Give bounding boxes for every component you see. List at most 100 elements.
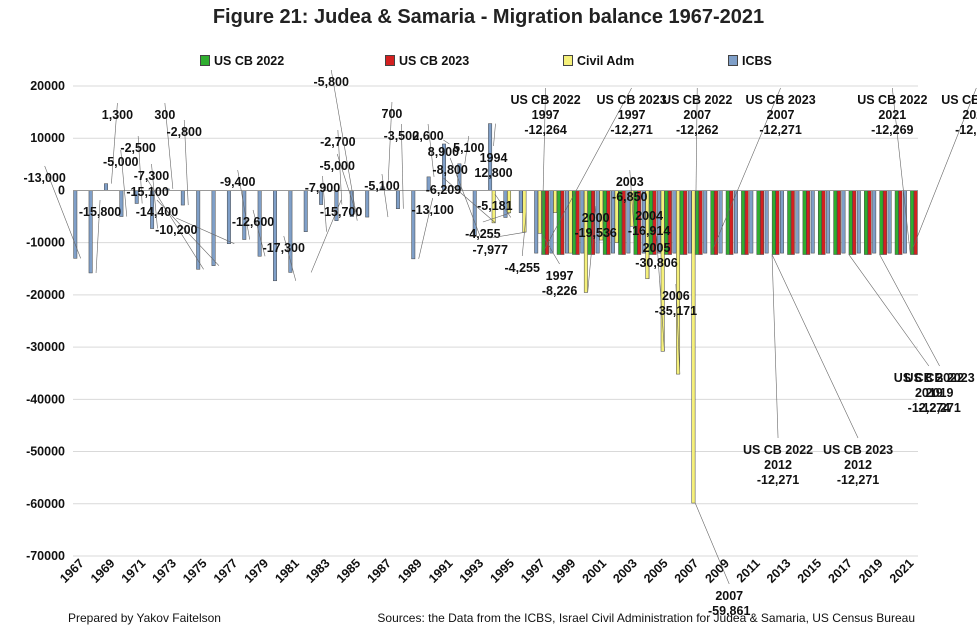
data-label: 5,100 — [453, 141, 484, 155]
annotation-leader — [151, 163, 158, 229]
bar-civil-adm-1996 — [522, 190, 527, 233]
data-label: -12,271 — [837, 473, 879, 487]
x-tick-label: 2019 — [856, 556, 886, 586]
x-tick-label: 1993 — [457, 556, 487, 586]
data-label: -15,700 — [320, 205, 362, 219]
data-label: -12,271 — [610, 123, 652, 137]
data-label: -12,271 — [918, 401, 960, 415]
bar-icbs-1989 — [411, 190, 416, 260]
legend-label-civil-adm: Civil Adm — [577, 54, 635, 68]
bar-icbs-2017 — [841, 190, 846, 254]
y-tick-label: 10000 — [30, 131, 65, 145]
bar-icbs-1999 — [564, 190, 569, 254]
data-label: -12,271 — [757, 473, 799, 487]
annotation-leader — [848, 254, 930, 367]
annotation-leader — [694, 502, 730, 585]
data-label: -15,800 — [79, 205, 121, 219]
bar-icbs-1980 — [273, 190, 277, 282]
bar-us-cb-2023-2012 — [775, 190, 780, 255]
bar-icbs-1982 — [303, 190, 308, 232]
data-label: -5,000 — [320, 159, 355, 173]
bar-us-cb-2023-2020 — [898, 190, 903, 255]
data-label: 2019 — [915, 386, 943, 400]
data-label: 2004 — [635, 209, 663, 223]
data-label: US CB 2022 — [510, 93, 580, 107]
y-tick-label: -70000 — [26, 549, 65, 563]
bar-us-cb-2023-2019 — [883, 190, 887, 255]
annotation-leader — [541, 87, 546, 255]
data-label: 2021 — [962, 108, 977, 122]
bar-us-cb-2023-2021 — [913, 190, 918, 255]
bar-icbs-2012 — [764, 190, 769, 254]
bar-us-cb-2022-2009 — [725, 190, 730, 255]
bar-us-cb-2022-2015 — [817, 190, 822, 255]
x-tick-label: 2003 — [610, 556, 640, 586]
annotation-leader — [541, 87, 632, 255]
annotation-leader — [892, 87, 911, 255]
data-label: US CB 2023 — [941, 93, 977, 107]
x-tick-label: 2009 — [703, 556, 733, 586]
bar-icbs-1988 — [395, 190, 400, 209]
annotation-leader — [910, 87, 977, 255]
annotation-leader — [137, 135, 143, 204]
bar-us-cb-2023-2018 — [867, 190, 872, 255]
data-label: -12,600 — [232, 215, 274, 229]
annotation-leader — [44, 165, 81, 259]
bar-civil-adm-2007 — [691, 190, 696, 504]
x-tick-label: 1999 — [549, 556, 579, 586]
bar-icbs-2009 — [718, 190, 723, 254]
legend-label-us-cb-2022: US CB 2022 — [214, 54, 285, 68]
bar-us-cb-2022-2021 — [910, 190, 915, 255]
annotation-leader — [694, 87, 698, 255]
x-tick-label: 1997 — [518, 556, 548, 586]
bar-us-cb-2022-2019 — [879, 190, 884, 255]
data-label: US CB 2023 — [904, 371, 974, 385]
annotation-leader — [310, 199, 342, 273]
annotation-leader — [322, 175, 327, 232]
data-label: -13,100 — [411, 203, 453, 217]
data-label: -7,300 — [134, 169, 169, 183]
x-tick-label: 2011 — [734, 556, 763, 585]
x-tick-label: 2015 — [795, 556, 825, 586]
data-label: -12,264 — [524, 123, 566, 137]
bar-us-cb-2023-2017 — [852, 190, 857, 255]
data-label: -6,850 — [612, 190, 647, 204]
data-label: 300 — [154, 108, 175, 122]
data-label: -19,536 — [574, 226, 616, 240]
bar-us-cb-2023-2010 — [744, 190, 749, 255]
data-label: -59,861 — [708, 604, 750, 618]
annotation-leader — [443, 139, 450, 145]
y-tick-label: -50000 — [26, 445, 65, 459]
data-label: -12,271 — [759, 123, 801, 137]
y-tick-label: -40000 — [26, 392, 65, 406]
annotation-leader — [283, 235, 297, 281]
bar-icbs-1997 — [534, 190, 539, 254]
y-tick-label: -10000 — [26, 236, 65, 250]
data-label: US CB 2023 — [823, 443, 893, 457]
bar-icbs-1976 — [211, 190, 216, 266]
bar-us-cb-2023-2006 — [683, 190, 688, 255]
legend-item-icbs: ICBS — [728, 54, 772, 68]
data-label: US CB 2022 — [857, 93, 927, 107]
bar-icbs-1968 — [88, 190, 93, 274]
x-tick-label: 1977 — [211, 556, 241, 586]
bar-us-cb-2023-2009 — [729, 190, 734, 255]
annotation-leader — [493, 123, 496, 147]
data-label: US CB 2022 — [894, 371, 964, 385]
bar-icbs-2014 — [795, 190, 800, 254]
bar-icbs-1986 — [365, 190, 370, 218]
annotation-leader — [675, 283, 681, 375]
bar-icbs-2020 — [887, 190, 892, 254]
data-label: -7,977 — [473, 243, 508, 257]
bar-us-cb-2023-2013 — [790, 190, 795, 255]
bar-us-cb-2022-2012 — [771, 190, 776, 255]
data-label: 1997 — [546, 269, 574, 283]
data-label: 2021 — [878, 108, 906, 122]
x-tick-label: 1973 — [149, 556, 179, 586]
legend-swatch-us-cb-2022 — [200, 55, 210, 66]
legend-swatch-icbs — [728, 55, 738, 66]
data-label: 2006 — [662, 289, 690, 303]
data-label: -7,900 — [305, 181, 340, 195]
data-label: -2,500 — [120, 141, 155, 155]
